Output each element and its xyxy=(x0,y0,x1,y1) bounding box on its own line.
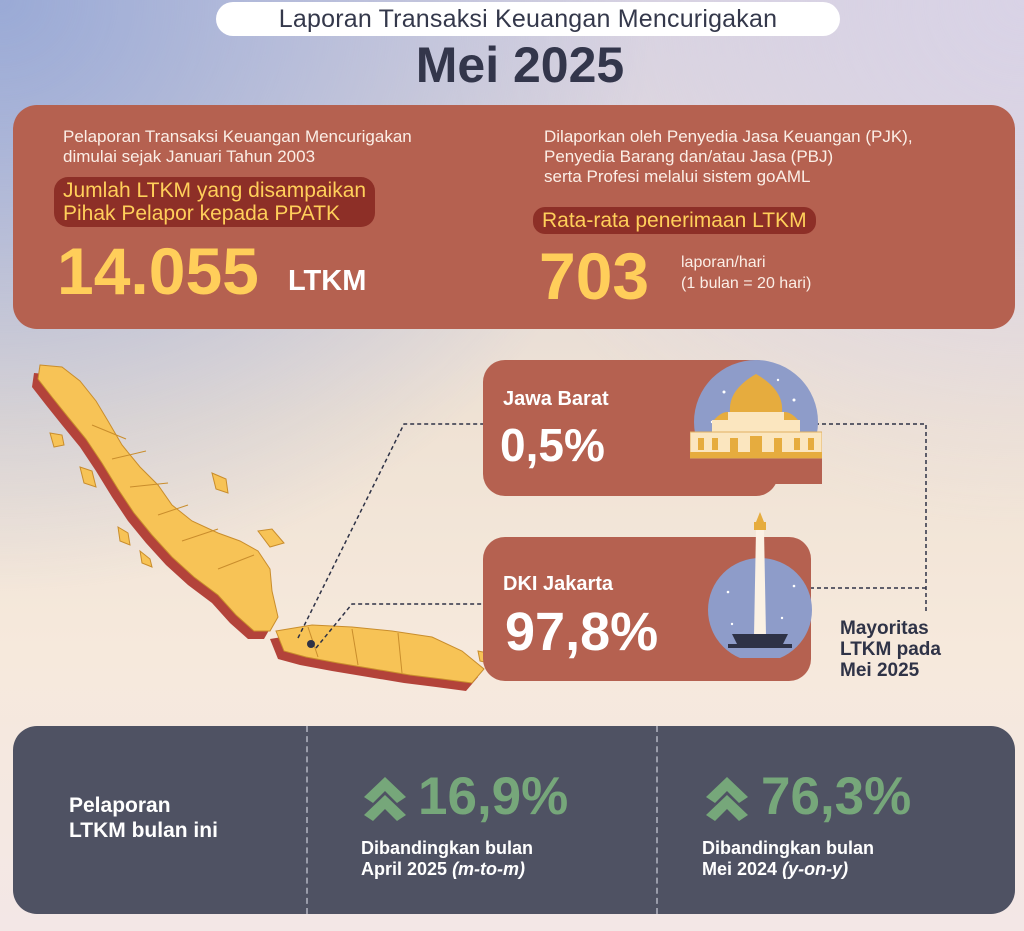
average-value: 703 xyxy=(539,239,650,313)
region-name: DKI Jakarta xyxy=(503,573,614,595)
monas-monument-icon xyxy=(708,512,812,658)
mtm-comparison-period: April 2025 xyxy=(361,859,448,879)
jakarta-marker xyxy=(307,640,315,648)
history-note-line: dimulai sejak Januari Tahun 2003 xyxy=(63,147,316,166)
divider xyxy=(306,726,308,914)
region-share: 97,8% xyxy=(505,602,659,662)
yoy-comparison-period: Mei 2024 xyxy=(702,859,778,879)
page-title: Mei 2025 xyxy=(415,37,625,93)
double-chevron-up-icon xyxy=(706,777,748,821)
divider xyxy=(656,726,658,914)
average-unit-line: laporan/hari xyxy=(681,254,766,271)
yoy-comparison: Dibandingkan bulan Mei 2024 (y-on-y) xyxy=(702,838,874,880)
mtm-comparison: Dibandingkan bulan April 2025 (m-to-m) xyxy=(361,838,533,880)
total-ltkm-value: 14.055 xyxy=(57,234,259,308)
map-sumatra-java xyxy=(32,364,489,691)
mtm-growth-value: 16,9% xyxy=(418,767,569,826)
majority-note-line: Mei 2025 xyxy=(840,660,920,681)
yoy-growth-value: 76,3% xyxy=(761,767,912,826)
reporter-note-line: Penyedia Barang dan/atau Jasa (PBJ) xyxy=(544,147,834,166)
monthly-reporting-label-line: Pelaporan xyxy=(69,794,171,817)
total-highlight-line: Jumlah LTKM yang disampaikan xyxy=(63,179,367,202)
subtitle: Laporan Transaksi Keuangan Mencurigakan xyxy=(278,4,778,33)
connector-majority-top xyxy=(808,423,927,614)
yoy-comparison-line: Dibandingkan bulan xyxy=(702,838,875,858)
majority-note-line: LTKM pada xyxy=(840,639,941,660)
majority-note-line: Mayoritas xyxy=(840,618,929,639)
region-share: 0,5% xyxy=(500,419,605,471)
average-unit-line: (1 bulan = 20 hari) xyxy=(681,275,812,292)
reporter-note-line: serta Profesi melalui sistem goAML xyxy=(544,167,811,186)
yoy-comparison-tag: (y-on-y) xyxy=(782,859,849,879)
average-unit: laporan/hari (1 bulan = 20 hari) xyxy=(681,252,811,294)
summary-card: Pelaporan Transaksi Keuangan Mencurigaka… xyxy=(13,105,1015,329)
growth-panel: Pelaporan LTKM bulan ini 16,9% Dibanding… xyxy=(13,726,1015,914)
reporter-note-line: Dilaporkan oleh Penyedia Jasa Keuangan (… xyxy=(544,127,913,146)
history-note: Pelaporan Transaksi Keuangan Mencurigaka… xyxy=(63,127,412,167)
monthly-reporting-label: Pelaporan LTKM bulan ini xyxy=(69,793,218,843)
double-chevron-up-icon xyxy=(364,777,406,821)
average-highlight: Rata-rata penerimaan LTKM xyxy=(533,207,816,234)
reporter-note: Dilaporkan oleh Penyedia Jasa Keuangan (… xyxy=(544,127,913,187)
mosque-icon xyxy=(690,360,822,484)
monthly-reporting-label-line: LTKM bulan ini xyxy=(69,819,218,842)
subtitle-pill: Laporan Transaksi Keuangan Mencurigakan xyxy=(216,2,840,36)
region-name: Jawa Barat xyxy=(503,388,609,410)
total-highlight: Jumlah LTKM yang disampaikan Pihak Pelap… xyxy=(54,177,376,227)
majority-note: Mayoritas LTKM pada Mei 2025 xyxy=(840,618,990,681)
total-highlight-line: Pihak Pelapor kepada PPATK xyxy=(63,202,341,225)
total-ltkm-unit: LTKM xyxy=(288,265,367,297)
history-note-line: Pelaporan Transaksi Keuangan Mencurigaka… xyxy=(63,127,412,146)
mtm-comparison-tag: (m-to-m) xyxy=(452,859,526,879)
mtm-comparison-line: Dibandingkan bulan xyxy=(361,838,534,858)
